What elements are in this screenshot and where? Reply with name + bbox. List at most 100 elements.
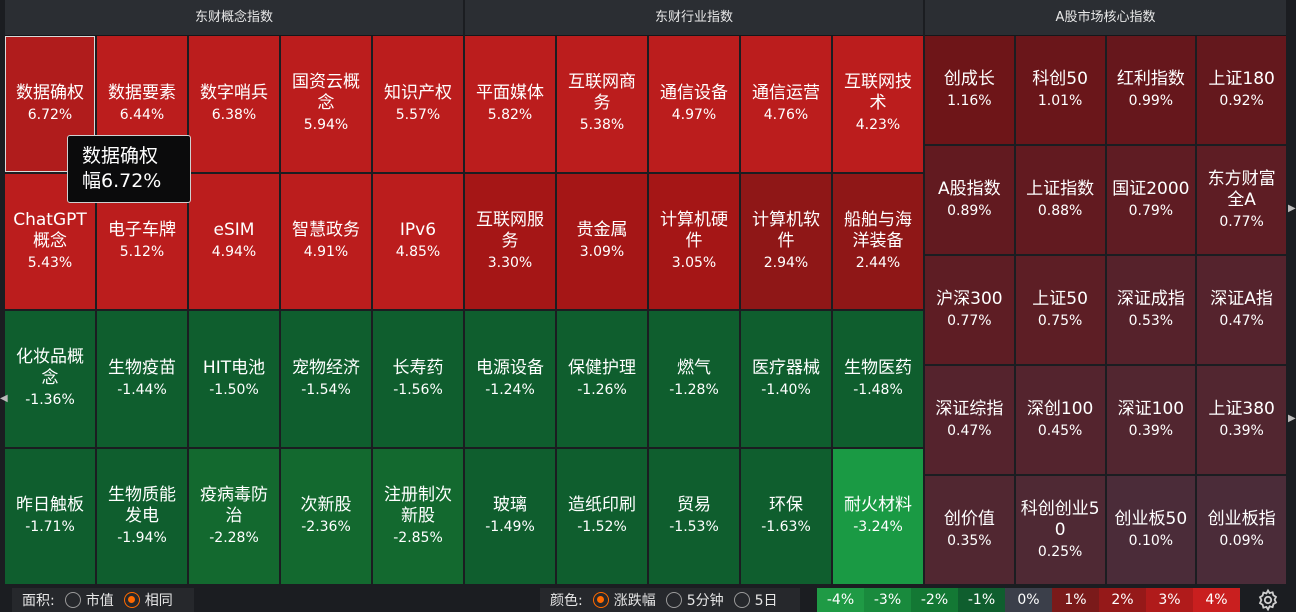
tile-name: 注册制次新股 bbox=[384, 484, 452, 526]
industry-tile[interactable]: 医疗器械 -1.40% bbox=[741, 311, 831, 447]
color-radio-5min[interactable]: 5分钟 bbox=[665, 590, 724, 610]
core-tile[interactable]: 创业板指 0.09% bbox=[1197, 476, 1286, 584]
concept-tile[interactable]: 化妆品概念 -1.36% bbox=[5, 311, 95, 447]
concept-tile[interactable]: 数字哨兵 6.38% bbox=[189, 36, 279, 172]
core-tile[interactable]: 上证指数 0.88% bbox=[1015, 146, 1105, 254]
concept-tile[interactable]: 长寿药 -1.56% bbox=[373, 311, 463, 447]
tile-name: 疫病毒防治 bbox=[200, 484, 268, 526]
area-radio-market-cap[interactable]: 市值 bbox=[64, 590, 114, 610]
core-tile[interactable]: 深证综指 0.47% bbox=[925, 366, 1014, 474]
color-radio-change[interactable]: 涨跌幅 bbox=[592, 590, 656, 610]
core-panel-title: A股市场核心指数 bbox=[925, 0, 1286, 36]
tile-change: 0.75% bbox=[1037, 313, 1083, 329]
concept-tile[interactable]: 数据确权 6.72% bbox=[5, 36, 95, 172]
industry-tile[interactable]: 计算机硬件 3.05% bbox=[649, 173, 739, 309]
right-scroll-arrow-icon-2[interactable]: ▶ bbox=[1288, 413, 1296, 424]
industry-tile[interactable]: 保健护理 -1.26% bbox=[557, 311, 647, 447]
left-scroll-arrow-icon[interactable]: ◀ bbox=[0, 393, 8, 404]
core-tile[interactable]: 深证A指 0.47% bbox=[1197, 256, 1286, 364]
tile-name: ChatGPT概念 bbox=[13, 209, 87, 251]
tile-name: 深证100 bbox=[1117, 399, 1185, 419]
industry-tile[interactable]: 通信设备 4.97% bbox=[649, 36, 739, 172]
tile-change: 4.97% bbox=[671, 106, 717, 123]
core-tile[interactable]: 科创创业50 0.25% bbox=[1015, 476, 1105, 584]
concept-tile[interactable]: 宠物经济 -1.54% bbox=[281, 311, 371, 447]
concept-tile[interactable]: 次新股 -2.36% bbox=[281, 448, 371, 584]
industry-tile[interactable]: 互联网技术 4.23% bbox=[833, 36, 923, 172]
concept-tile[interactable]: 疫病毒防治 -2.28% bbox=[189, 448, 279, 584]
right-scroll-arrow-icon[interactable]: ▶ bbox=[1288, 203, 1296, 214]
tile-name: 互联网服务 bbox=[476, 209, 544, 251]
color-mode-group: 颜色: 涨跌幅 5分钟 5日 bbox=[540, 588, 800, 612]
tile-name: 国资云概念 bbox=[292, 72, 360, 114]
industry-tile[interactable]: 互联网服务 3.30% bbox=[465, 173, 555, 309]
industry-tile[interactable]: 造纸印刷 -1.52% bbox=[557, 448, 647, 584]
industry-tile[interactable]: 环保 -1.63% bbox=[741, 448, 831, 584]
tile-name: 次新股 bbox=[300, 495, 352, 516]
settings-gear-icon[interactable] bbox=[1256, 588, 1280, 612]
industry-tile[interactable]: 互联网商务 5.38% bbox=[557, 36, 647, 172]
core-tile[interactable]: 科创50 1.01% bbox=[1015, 36, 1105, 144]
concept-tile[interactable]: 智慧政务 4.91% bbox=[281, 173, 371, 309]
concept-tile[interactable]: IPv6 4.85% bbox=[373, 173, 463, 309]
concept-tile[interactable]: 昨日触板 -1.71% bbox=[5, 448, 95, 584]
industry-tile[interactable]: 船舶与海洋装备 2.44% bbox=[833, 173, 923, 309]
industry-tile[interactable]: 电源设备 -1.24% bbox=[465, 311, 555, 447]
tile-change: -2.85% bbox=[393, 529, 443, 546]
area-radio-equal[interactable]: 相同 bbox=[123, 590, 173, 610]
tile-change: -1.36% bbox=[25, 392, 75, 409]
core-tile[interactable]: 创成长 1.16% bbox=[925, 36, 1014, 144]
industry-tile[interactable]: 平面媒体 5.82% bbox=[465, 36, 555, 172]
industry-tile[interactable]: 生物医药 -1.48% bbox=[833, 311, 923, 447]
radio-icon bbox=[123, 592, 140, 608]
core-tile[interactable]: 上证180 0.92% bbox=[1197, 36, 1286, 144]
tile-name: 电源设备 bbox=[476, 357, 544, 378]
core-tile[interactable]: 深证100 0.39% bbox=[1106, 366, 1196, 474]
tile-change: 3.09% bbox=[579, 244, 625, 261]
core-tile[interactable]: 东方财富全A 0.77% bbox=[1197, 146, 1286, 254]
tooltip-change: 幅6.72% bbox=[82, 170, 162, 192]
concept-tile[interactable]: 知识产权 5.57% bbox=[373, 36, 463, 172]
radio-label: 相同 bbox=[144, 593, 173, 609]
concept-tile[interactable]: eSIM 4.94% bbox=[189, 173, 279, 309]
core-tile[interactable]: 红利指数 0.99% bbox=[1106, 36, 1196, 144]
core-tile[interactable]: 上证50 0.75% bbox=[1015, 256, 1105, 364]
concept-tile[interactable]: HIT电池 -1.50% bbox=[189, 311, 279, 447]
tile-change: -1.56% bbox=[393, 381, 443, 398]
concept-tile[interactable]: 注册制次新股 -2.85% bbox=[373, 448, 463, 584]
industry-tile[interactable]: 耐火材料 -3.24% bbox=[833, 448, 923, 584]
core-tile[interactable]: 上证380 0.39% bbox=[1197, 366, 1286, 474]
tile-name: 深证综指 bbox=[935, 399, 1004, 419]
legend-swatch: 3% bbox=[1146, 588, 1193, 612]
industry-tile[interactable]: 燃气 -1.28% bbox=[649, 311, 739, 447]
core-tile[interactable]: 深证成指 0.53% bbox=[1106, 256, 1196, 364]
core-tile[interactable]: A股指数 0.89% bbox=[925, 146, 1014, 254]
concept-tile[interactable]: 生物疫苗 -1.44% bbox=[97, 311, 187, 447]
hover-tooltip: 数据确权 幅6.72% bbox=[67, 135, 191, 203]
tile-change: 2.94% bbox=[763, 254, 809, 271]
concept-tile[interactable]: 生物质能发电 -1.94% bbox=[97, 448, 187, 584]
core-tile[interactable]: 沪深300 0.77% bbox=[925, 256, 1014, 364]
industry-tile[interactable]: 通信运营 4.76% bbox=[741, 36, 831, 172]
tile-name: 造纸印刷 bbox=[568, 495, 636, 516]
core-tile[interactable]: 国证2000 0.79% bbox=[1106, 146, 1196, 254]
industry-tile[interactable]: 计算机软件 2.94% bbox=[741, 173, 831, 309]
industry-tile[interactable]: 贵金属 3.09% bbox=[557, 173, 647, 309]
tooltip-name: 数据确权 bbox=[82, 145, 159, 167]
tile-change: 1.01% bbox=[1037, 93, 1083, 109]
core-tile[interactable]: 深创100 0.45% bbox=[1015, 366, 1105, 474]
core-tile[interactable]: 创价值 0.35% bbox=[925, 476, 1014, 584]
core-index-panel: A股市场核心指数 创成长 1.16% 科创50 1.01% 红利指数 0.99% 上证180… bbox=[925, 0, 1286, 585]
tile-change: 4.23% bbox=[855, 117, 901, 134]
industry-tile[interactable]: 玻璃 -1.49% bbox=[465, 448, 555, 584]
core-tile[interactable]: 创业板50 0.10% bbox=[1106, 476, 1196, 584]
tile-change: -1.63% bbox=[761, 519, 811, 536]
tile-change: -1.71% bbox=[25, 519, 75, 536]
color-radio-5day[interactable]: 5日 bbox=[733, 590, 778, 610]
tile-change: 6.72% bbox=[27, 106, 73, 123]
tile-change: 2.44% bbox=[855, 254, 901, 271]
concept-tile[interactable]: 国资云概念 5.94% bbox=[281, 36, 371, 172]
tile-name: 深证A指 bbox=[1210, 289, 1273, 309]
radio-icon bbox=[733, 592, 750, 608]
industry-tile[interactable]: 贸易 -1.53% bbox=[649, 448, 739, 584]
